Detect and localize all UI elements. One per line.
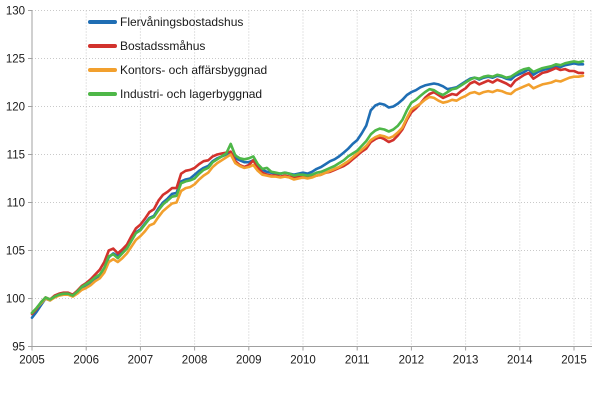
x-tick-label: 2013 (453, 355, 479, 367)
series-line-kontors-och-aff-rsbyggnad (30, 74, 585, 315)
x-tick-label: 2010 (290, 355, 316, 367)
legend-swatch-kontors-och-affarsbyggnad (88, 68, 117, 72)
legend-swatch-bostadssmahus (88, 44, 117, 48)
legend-item: Industri- och lagerbyggnad (88, 82, 267, 106)
legend-item: Bostadssmåhus (88, 34, 267, 58)
legend-swatch-industri-och-lagerbyggnad (88, 92, 117, 96)
legend-item: Flervåningsbostadshus (88, 10, 267, 34)
legend-item: Kontors- och affärsbyggnad (88, 58, 267, 82)
y-tick-label: 110 (7, 198, 25, 210)
y-tick-label: 125 (6, 54, 25, 66)
x-tick-label: 2014 (507, 355, 533, 367)
x-tick-label: 2012 (399, 355, 425, 367)
y-tick-label: 115 (7, 150, 25, 162)
legend-label: Bostadssmåhus (120, 39, 206, 53)
y-tick-label: 130 (6, 6, 25, 18)
y-tick-label: 120 (6, 102, 25, 114)
y-tick-label: 100 (6, 294, 25, 306)
x-tick-label: 2007 (128, 355, 154, 367)
x-tick-label: 2015 (561, 355, 587, 367)
legend-label: Industri- och lagerbyggnad (120, 87, 263, 101)
legend-swatch-flervaningsbostadshus (88, 20, 117, 24)
x-tick-label: 2009 (236, 355, 262, 367)
legend: Flervåningsbostadshus Bostadssmåhus Kont… (88, 10, 267, 106)
x-tick-label: 2005 (19, 355, 45, 367)
y-tick-label: 95 (12, 342, 25, 354)
y-tick-label: 105 (6, 246, 25, 258)
legend-label: Flervåningsbostadshus (120, 15, 244, 29)
x-tick-label: 2006 (73, 355, 99, 367)
series-line-industri-och-lagerbyggnad (30, 60, 585, 315)
legend-label: Kontors- och affärsbyggnad (120, 63, 268, 77)
x-tick-label: 2011 (345, 355, 370, 367)
x-tick-label: 2008 (182, 355, 208, 367)
